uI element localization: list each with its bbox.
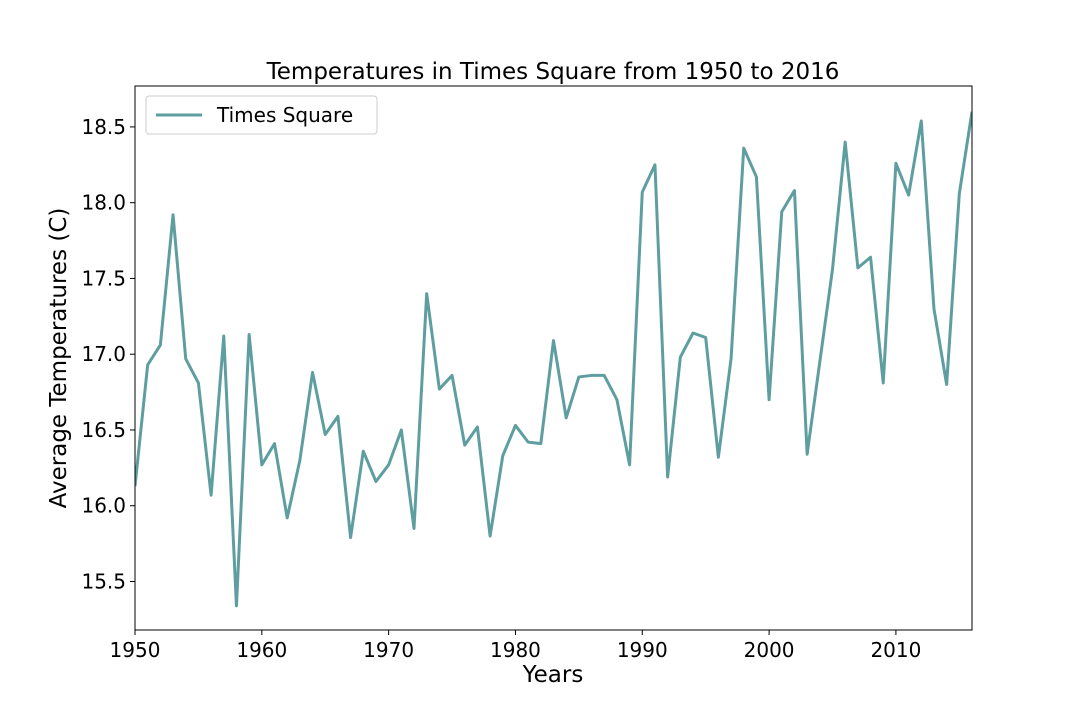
y-axis-label: Average Temperatures (C) <box>46 208 72 509</box>
y-tick-label: 17.0 <box>81 342 126 366</box>
x-tick-label: 1950 <box>110 638 161 662</box>
chart-title: Temperatures in Times Square from 1950 t… <box>266 59 840 85</box>
plot-frame <box>134 85 973 631</box>
y-tick-label: 18.0 <box>81 191 126 215</box>
legend: Times Square <box>145 95 378 135</box>
x-tick-label: 1990 <box>617 638 668 662</box>
y-tick-label: 18.5 <box>81 115 126 139</box>
legend-label-times-square: Times Square <box>216 103 353 127</box>
x-tick-label: 1980 <box>490 638 541 662</box>
y-tick-label: 16.0 <box>81 494 126 518</box>
y-tick-label: 16.5 <box>81 418 126 442</box>
plot-area: 1950 1960 1970 1980 1990 2000 2010 15.5 16.0 16.5… <box>81 85 973 662</box>
y-tick-label: 17.5 <box>81 266 126 290</box>
y-tick-label: 15.5 <box>81 570 126 594</box>
x-tick-label: 1960 <box>236 638 287 662</box>
x-tick-label: 2000 <box>744 638 795 662</box>
x-axis-label: Years <box>522 662 584 688</box>
x-tick-label: 2010 <box>870 638 921 662</box>
legend-box <box>145 95 378 135</box>
x-tick-label: 1970 <box>363 638 414 662</box>
series-line-times-square <box>135 111 972 608</box>
